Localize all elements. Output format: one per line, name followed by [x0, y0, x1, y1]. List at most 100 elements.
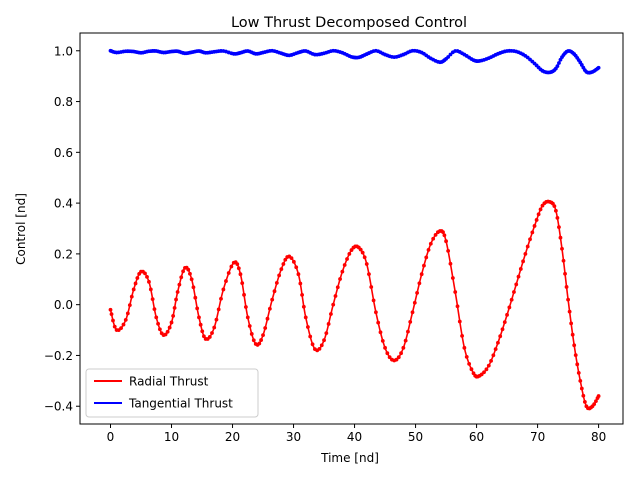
data-point [553, 208, 558, 213]
data-point [525, 244, 530, 249]
data-point [345, 257, 349, 261]
data-point [123, 318, 128, 322]
data-point [557, 61, 561, 65]
legend-box [85, 368, 259, 418]
data-point [464, 354, 469, 359]
data-point [371, 298, 376, 303]
data-point [172, 306, 177, 310]
data-point [294, 265, 299, 270]
chart-title: Low Thrust Decomposed Control [231, 15, 467, 31]
data-point [165, 329, 170, 334]
legend: Radial Thrust Tangential Thrust [85, 368, 259, 418]
data-point [174, 297, 178, 302]
y-tick-label: −0.2 [44, 349, 73, 363]
data-point [108, 307, 113, 312]
data-point [403, 338, 408, 343]
y-tick-label: 0.2 [54, 247, 73, 261]
data-point [482, 370, 486, 375]
data-point [143, 271, 147, 276]
data-point [444, 239, 448, 244]
data-point [219, 296, 223, 301]
x-axis: 0 10 20 30 40 50 60 70 80 [107, 424, 606, 444]
data-point [216, 307, 221, 312]
data-point [221, 287, 226, 292]
data-point [431, 236, 436, 241]
data-point [578, 378, 583, 383]
data-point [582, 400, 587, 404]
data-point [331, 302, 336, 307]
data-point [358, 247, 363, 252]
data-point [169, 320, 174, 325]
data-point [283, 257, 288, 262]
data-point [135, 276, 140, 280]
plot-area [108, 48, 601, 411]
data-point [340, 269, 345, 274]
data-point [592, 402, 597, 407]
x-tick-label: 70 [530, 430, 545, 444]
y-axis: −0.4 −0.2 0.0 0.2 0.4 0.6 0.8 1.0 [44, 44, 80, 414]
data-point [229, 264, 234, 269]
data-point [378, 330, 383, 335]
data-point [238, 272, 243, 277]
y-tick-label: 0.4 [54, 197, 73, 211]
data-point [296, 272, 301, 277]
data-point [573, 353, 578, 358]
data-point [109, 312, 114, 317]
data-point [369, 285, 374, 289]
data-point [245, 315, 250, 320]
data-point [428, 241, 433, 246]
data-point [380, 338, 385, 343]
data-point [127, 303, 132, 308]
data-point [566, 297, 570, 302]
series-radial-thrust [108, 199, 601, 411]
data-point [193, 295, 198, 300]
data-point [534, 218, 539, 222]
data-point [521, 259, 525, 264]
data-point [394, 357, 399, 362]
data-point [207, 335, 212, 339]
data-point [569, 321, 574, 326]
data-point [189, 277, 194, 282]
data-point [198, 322, 203, 327]
data-point [257, 341, 262, 346]
data-point [455, 304, 460, 309]
data-point [210, 331, 214, 335]
data-point [552, 204, 557, 209]
axes-frame [79, 32, 624, 425]
data-point [415, 291, 419, 295]
data-point [317, 346, 322, 351]
data-point [195, 306, 200, 311]
data-point [291, 259, 296, 264]
data-point [179, 275, 184, 280]
data-point [338, 277, 342, 281]
data-point [500, 327, 505, 332]
data-point [396, 355, 401, 360]
data-point [322, 338, 326, 343]
data-point [186, 267, 191, 272]
data-point [518, 267, 523, 271]
data-point [214, 317, 219, 322]
data-point [433, 232, 438, 237]
data-point [364, 262, 369, 266]
data-point [367, 272, 371, 277]
data-point [289, 256, 294, 261]
data-point [460, 333, 464, 338]
data-point [424, 255, 429, 260]
x-tick-label: 0 [107, 430, 115, 444]
data-point [486, 363, 491, 368]
data-point [448, 52, 453, 57]
data-point [462, 345, 467, 350]
data-point [570, 332, 575, 337]
data-point [281, 262, 286, 266]
data-point [530, 230, 535, 235]
data-point [410, 310, 415, 315]
data-point [528, 237, 532, 242]
data-point [277, 273, 282, 278]
data-point [572, 343, 577, 348]
data-point [406, 329, 410, 334]
legend-label-radial: Radial Thrust [129, 375, 209, 389]
data-point [319, 343, 324, 348]
data-point [596, 65, 601, 70]
data-point [131, 287, 136, 292]
data-point [326, 322, 331, 326]
